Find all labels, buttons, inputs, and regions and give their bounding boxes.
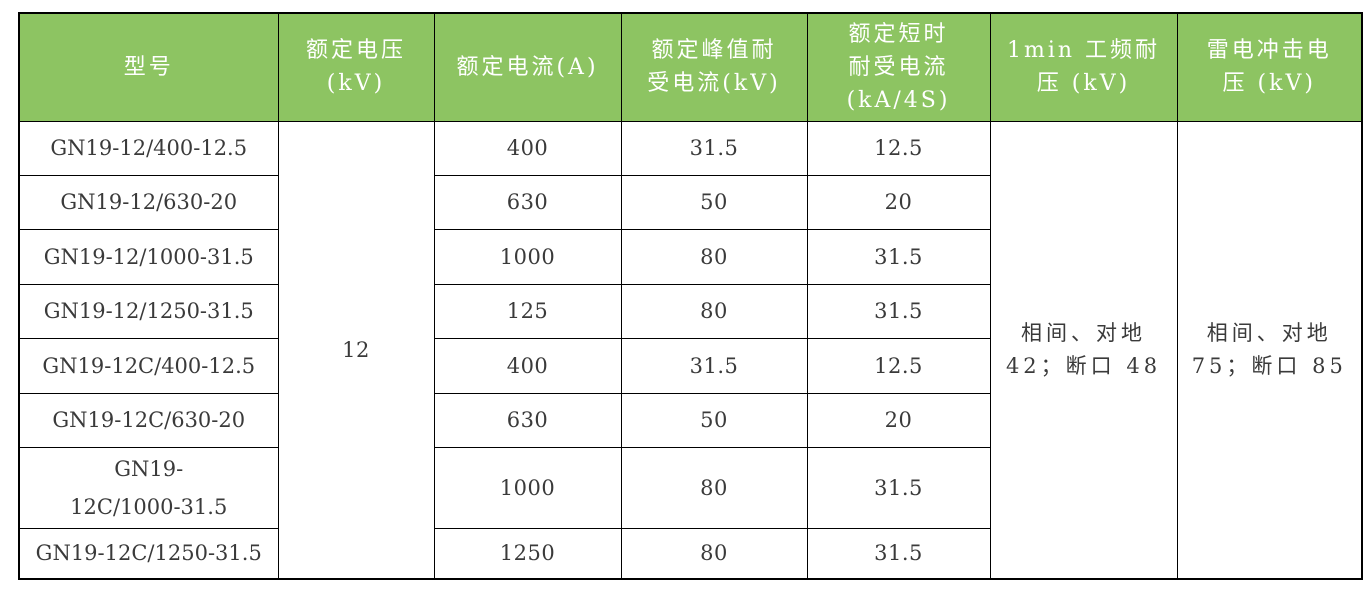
peak-current-cell: 31.5 [620, 120, 808, 176]
short-time-current-cell: 20 [806, 392, 991, 448]
rated-current-cell: 630 [433, 174, 622, 230]
rated-current-cell: 630 [433, 392, 622, 448]
header-rated-current: 额定电流(A) [433, 12, 622, 122]
short-time-current-cell: 31.5 [806, 283, 991, 339]
header-peak-withstand-current: 额定峰值耐 受电流(kV) [620, 12, 808, 122]
rated-current-cell: 1000 [433, 228, 622, 285]
table-row: GN19-12C/630-20 630 50 20 [18, 392, 1362, 448]
rated-current-cell: 1250 [433, 527, 622, 580]
short-time-current-cell: 31.5 [806, 446, 991, 529]
header-power-frequency-withstand: 1min 工频耐 压 (kV) [989, 12, 1178, 122]
peak-current-cell: 31.5 [620, 337, 808, 394]
header-rated-voltage: 额定电压 (kV) [277, 12, 435, 122]
model-cell: GN19-12C/1250-31.5 [18, 527, 279, 580]
header-model: 型号 [18, 12, 279, 122]
peak-current-cell: 50 [620, 174, 808, 230]
table-row: GN19-12/1250-31.5 125 80 31.5 [18, 283, 1362, 339]
table-header-row: 型号 额定电压 (kV) 额定电流(A) 额定峰值耐 受电流(kV) 额定短时 … [18, 12, 1363, 122]
lightning-impulse-merged-cell: 相间、对地 75；断口 85 [1176, 120, 1363, 580]
model-cell: GN19-12/1000-31.5 [18, 228, 279, 285]
model-cell: GN19-12C/630-20 [18, 392, 279, 448]
peak-current-cell: 80 [620, 446, 808, 529]
peak-current-cell: 80 [620, 283, 808, 339]
model-cell: GN19-12/630-20 [18, 174, 279, 230]
short-time-current-cell: 20 [806, 174, 991, 230]
model-cell: GN19-12/400-12.5 [18, 120, 279, 176]
header-short-time-withstand-current: 额定短时 耐受电流 (kA/4S) [806, 12, 991, 122]
rated-voltage-merged-cell: 12 [277, 120, 435, 580]
table-row: GN19-12C/400-12.5 400 31.5 12.5 [18, 337, 1362, 394]
model-cell: GN19-12/1250-31.5 [18, 283, 279, 339]
header-lightning-impulse: 雷电冲击电 压 (kV) [1176, 12, 1363, 122]
rated-current-cell: 400 [433, 120, 622, 176]
short-time-current-cell: 12.5 [806, 120, 991, 176]
model-cell: GN19-12C/400-12.5 [18, 337, 279, 394]
table-row: GN19-12C/1250-31.5 1250 80 31.5 [18, 527, 1362, 580]
peak-current-cell: 80 [620, 527, 808, 580]
short-time-current-cell: 12.5 [806, 337, 991, 394]
rated-current-cell: 1000 [433, 446, 622, 529]
table-row: GN19-12/400-12.5 12 400 31.5 12.5 相间、对地 … [18, 120, 1363, 580]
table-row: GN19- 12C/1000-31.5 1000 80 31.5 [18, 446, 1362, 529]
spec-table: 型号 额定电压 (kV) 额定电流(A) 额定峰值耐 受电流(kV) 额定短时 … [18, 12, 1363, 580]
rated-current-cell: 125 [433, 283, 622, 339]
peak-current-cell: 80 [620, 228, 808, 285]
peak-current-cell: 50 [620, 392, 808, 448]
model-cell: GN19- 12C/1000-31.5 [18, 446, 279, 529]
short-time-current-cell: 31.5 [806, 228, 991, 285]
short-time-current-cell: 31.5 [806, 527, 991, 580]
power-frequency-merged-cell: 相间、对地 42；断口 48 [989, 120, 1178, 580]
rated-current-cell: 400 [433, 337, 622, 394]
